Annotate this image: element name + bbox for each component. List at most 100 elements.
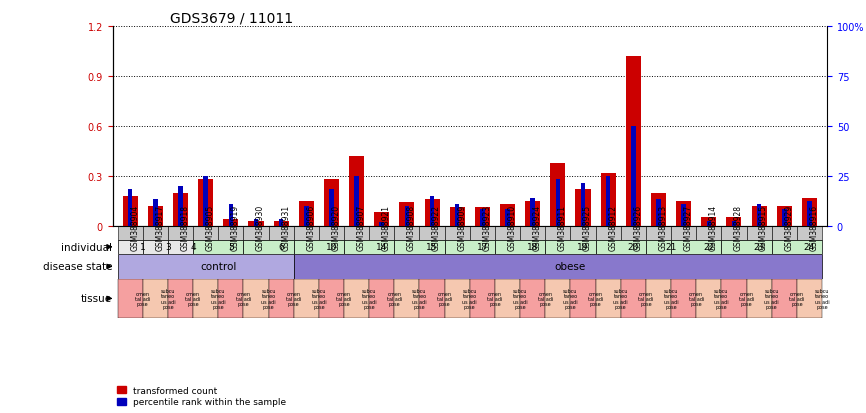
Text: subcu
taneo
us adi
pose: subcu taneo us adi pose	[262, 288, 276, 309]
Bar	[128, 190, 132, 226]
Text: subcu
taneo
us adi
pose: subcu taneo us adi pose	[462, 288, 477, 309]
Text: omen
tal adi
pose: omen tal adi pose	[538, 291, 553, 306]
Text: 22: 22	[703, 243, 714, 252]
Bar	[229, 205, 233, 226]
Text: omen
tal adi
pose: omen tal adi pose	[185, 291, 201, 306]
Text: GSM388909: GSM388909	[457, 204, 466, 250]
Bar	[596, 240, 646, 254]
Bar	[374, 213, 390, 226]
Bar	[480, 210, 485, 226]
Bar	[419, 280, 444, 318]
Text: subcu
taneo
us adi
pose: subcu taneo us adi pose	[815, 288, 830, 309]
Bar	[707, 221, 711, 226]
Text: GSM388921: GSM388921	[382, 204, 391, 250]
Text: GSM388924: GSM388924	[533, 204, 542, 250]
Text: subcu
taneo
us adi
pose: subcu taneo us adi pose	[563, 288, 578, 309]
Bar	[772, 226, 797, 240]
Bar	[469, 280, 495, 318]
Text: 5: 5	[228, 243, 234, 252]
Text: GSM388911: GSM388911	[558, 204, 567, 250]
Bar	[444, 240, 495, 254]
Bar	[294, 254, 822, 280]
Text: omen
tal adi
pose: omen tal adi pose	[688, 291, 704, 306]
Text: 17: 17	[476, 243, 488, 252]
Text: subcu
taneo
us adi
pose: subcu taneo us adi pose	[412, 288, 427, 309]
Bar	[204, 176, 208, 226]
Bar	[631, 126, 636, 226]
Bar	[571, 226, 596, 240]
Text: subcu
taneo
us adi
pose: subcu taneo us adi pose	[714, 288, 728, 309]
Bar	[505, 210, 510, 226]
Text: subcu
taneo
us adi
pose: subcu taneo us adi pose	[513, 288, 527, 309]
Text: GSM388918: GSM388918	[180, 204, 190, 250]
Bar	[344, 226, 369, 240]
Bar	[626, 57, 641, 226]
Text: 19: 19	[578, 243, 589, 252]
Text: 14: 14	[376, 243, 387, 252]
Bar	[193, 226, 218, 240]
Bar	[329, 190, 333, 226]
Bar	[546, 280, 571, 318]
Text: GSM388931: GSM388931	[281, 204, 290, 250]
Bar	[656, 199, 661, 226]
Bar	[369, 226, 394, 240]
Bar	[319, 226, 344, 240]
Bar	[123, 196, 138, 226]
Bar	[696, 226, 721, 240]
Bar	[807, 202, 811, 226]
Text: GSM388923: GSM388923	[482, 204, 491, 250]
Bar	[198, 180, 213, 226]
Text: disease state: disease state	[42, 262, 112, 272]
Text: 4: 4	[191, 243, 196, 252]
Text: subcu
taneo
us adi
pose: subcu taneo us adi pose	[312, 288, 326, 309]
Bar	[168, 240, 193, 254]
Bar	[621, 280, 646, 318]
Text: GSM388904: GSM388904	[130, 204, 139, 250]
Bar	[173, 193, 188, 226]
Text: GSM388925: GSM388925	[583, 204, 592, 250]
Bar	[148, 206, 163, 226]
Text: 10: 10	[326, 243, 337, 252]
Bar	[550, 163, 565, 226]
Text: 20: 20	[628, 243, 639, 252]
Legend: transformed count, percentile rank within the sample: transformed count, percentile rank withi…	[117, 386, 287, 406]
Bar	[168, 226, 193, 240]
Text: GSM388915: GSM388915	[759, 204, 768, 250]
Bar	[676, 202, 691, 226]
Bar	[394, 240, 444, 254]
Text: GSM388928: GSM388928	[734, 204, 743, 250]
Text: GSM388926: GSM388926	[633, 204, 643, 250]
Bar	[118, 280, 143, 318]
Text: omen
tal adi
pose: omen tal adi pose	[588, 291, 604, 306]
Text: GSM388910: GSM388910	[507, 204, 516, 250]
Text: GSM388930: GSM388930	[256, 204, 265, 250]
Bar	[118, 240, 143, 254]
Text: 3: 3	[165, 243, 171, 252]
Bar	[646, 226, 671, 240]
Text: omen
tal adi
pose: omen tal adi pose	[336, 291, 352, 306]
Text: 18: 18	[527, 243, 539, 252]
Bar	[178, 186, 183, 226]
Bar	[495, 280, 520, 318]
Bar	[606, 176, 611, 226]
Bar	[143, 226, 168, 240]
Bar	[419, 226, 444, 240]
Bar	[777, 206, 792, 226]
Bar	[520, 280, 546, 318]
Bar	[682, 205, 686, 226]
Bar	[193, 280, 218, 318]
Bar	[344, 280, 369, 318]
Text: 23: 23	[753, 243, 765, 252]
Bar	[556, 180, 560, 226]
Text: GSM388908: GSM388908	[407, 204, 416, 250]
Bar	[721, 240, 772, 254]
Bar	[500, 205, 515, 226]
Text: control: control	[200, 262, 236, 272]
Bar	[193, 240, 243, 254]
Bar	[520, 226, 546, 240]
Bar	[424, 199, 440, 226]
Bar	[299, 202, 313, 226]
Bar	[469, 226, 495, 240]
Text: obese: obese	[555, 262, 586, 272]
Bar	[757, 205, 761, 226]
